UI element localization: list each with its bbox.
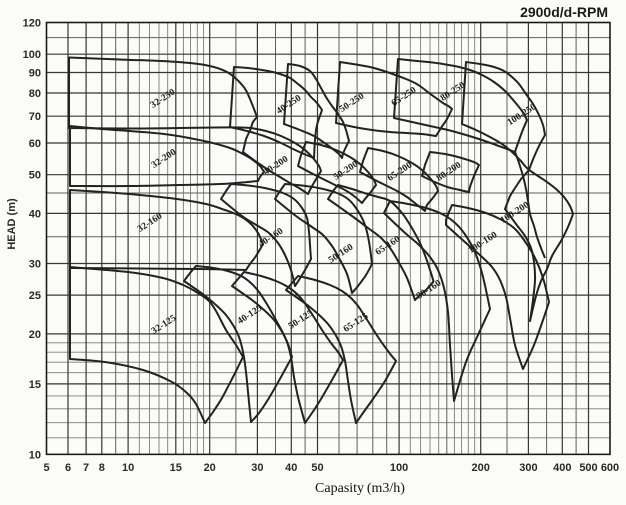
svg-text:10: 10 (122, 462, 134, 474)
svg-text:120: 120 (23, 18, 41, 30)
svg-text:15: 15 (29, 379, 41, 391)
svg-text:15: 15 (170, 462, 182, 474)
svg-text:HEAD (m): HEAD (m) (6, 198, 18, 250)
svg-text:300: 300 (519, 462, 537, 474)
svg-text:400: 400 (553, 462, 571, 474)
svg-text:90: 90 (29, 68, 41, 80)
svg-text:100: 100 (23, 49, 41, 61)
svg-text:5: 5 (43, 462, 49, 474)
svg-text:50: 50 (29, 170, 41, 182)
svg-text:2900d/d-RPM: 2900d/d-RPM (520, 4, 608, 20)
svg-text:200: 200 (472, 462, 490, 474)
svg-text:80: 80 (29, 88, 41, 100)
svg-text:600: 600 (601, 462, 619, 474)
svg-text:Capasity (m3/h): Capasity (m3/h) (315, 481, 405, 496)
svg-text:30: 30 (29, 259, 41, 271)
svg-text:7: 7 (83, 462, 89, 474)
svg-text:60: 60 (29, 138, 41, 150)
svg-text:500: 500 (579, 462, 597, 474)
svg-text:20: 20 (29, 329, 41, 341)
svg-text:8: 8 (99, 462, 105, 474)
svg-text:20: 20 (204, 462, 216, 474)
svg-text:100: 100 (390, 462, 408, 474)
svg-text:50: 50 (311, 462, 323, 474)
svg-text:6: 6 (65, 462, 71, 474)
svg-text:30: 30 (251, 462, 263, 474)
svg-text:40: 40 (285, 462, 297, 474)
svg-text:25: 25 (29, 290, 41, 302)
svg-text:40: 40 (29, 208, 41, 220)
svg-text:10: 10 (29, 449, 41, 461)
svg-text:70: 70 (29, 111, 41, 123)
